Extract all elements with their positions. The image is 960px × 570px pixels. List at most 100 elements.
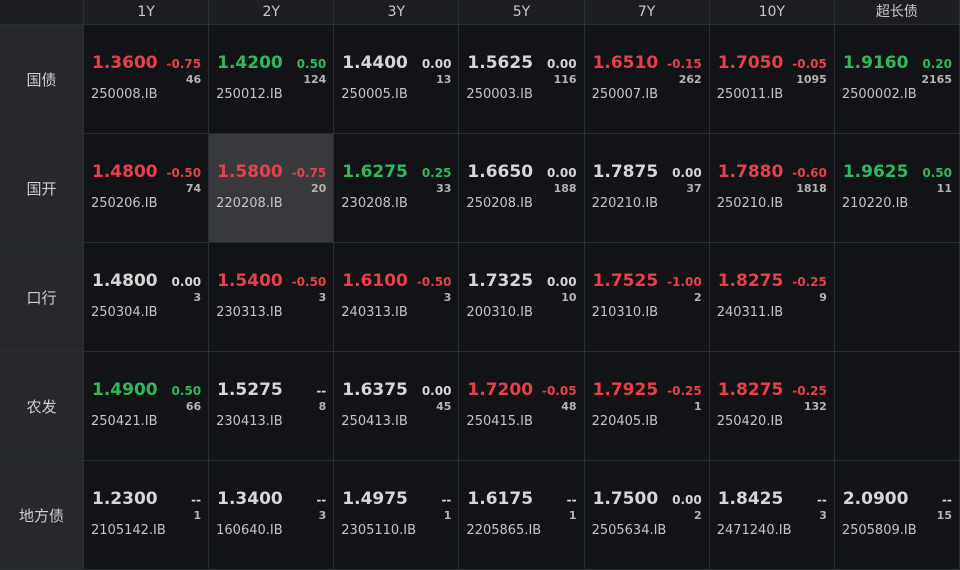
yield-price: 1.2300 xyxy=(92,489,158,509)
column-label: 10Y xyxy=(758,4,785,20)
quote-cell[interactable]: 1.7525 -1.00 2 210310.IB xyxy=(584,243,710,352)
yield-price: 1.4800 xyxy=(92,271,158,291)
quote-cell[interactable]: 1.7325 0.00 10 200310.IB xyxy=(459,243,585,352)
yield-change: -0.50 xyxy=(291,275,327,289)
bond-code: 250003.IB xyxy=(466,87,533,102)
bond-code: 2505809.IB xyxy=(841,523,917,538)
yield-change: -- xyxy=(441,493,452,507)
bond-code: 2305110.IB xyxy=(341,523,417,538)
yield-change: -- xyxy=(816,493,827,507)
yield-price: 1.5275 xyxy=(217,380,283,400)
yield-price: 1.8425 xyxy=(717,489,784,509)
yield-price: 1.4800 xyxy=(92,162,158,182)
trade-volume: 132 xyxy=(803,400,827,413)
column-header: 超长债 xyxy=(834,0,960,25)
bond-code: 250415.IB xyxy=(466,414,533,429)
yield-change: 0.00 xyxy=(421,384,452,398)
bond-code: 250005.IB xyxy=(341,87,408,102)
quote-cell[interactable]: 1.3400 -- 3 160640.IB xyxy=(209,461,335,570)
quote-cell[interactable]: 1.7200 -0.05 48 250415.IB xyxy=(459,352,585,461)
yield-change: -0.05 xyxy=(792,57,827,71)
quote-cell[interactable]: 1.8275 -0.25 132 250420.IB xyxy=(709,352,835,461)
yield-change: -0.50 xyxy=(416,275,452,289)
quote-cell[interactable]: 1.7050 -0.05 1095 250011.IB xyxy=(709,25,835,134)
bond-code: 2505634.IB xyxy=(591,523,667,538)
yield-change: 0.00 xyxy=(421,57,452,71)
quote-cell[interactable]: 1.6100 -0.50 3 240313.IB xyxy=(334,243,460,352)
quote-cell[interactable]: 1.4400 0.00 13 250005.IB xyxy=(334,25,460,134)
quote-cell[interactable]: 2.0900 -- 15 2505809.IB xyxy=(834,461,960,570)
column-header: 7Y xyxy=(584,0,710,25)
yield-price: 2.0900 xyxy=(842,489,909,509)
quote-cell[interactable]: 1.8425 -- 3 2471240.IB xyxy=(709,461,835,570)
yield-price: 1.7880 xyxy=(717,162,784,182)
quote-cell[interactable]: 1.4200 0.50 124 250012.IB xyxy=(209,25,335,134)
bond-code: 2205865.IB xyxy=(466,523,542,538)
quote-cell[interactable]: 1.5275 -- 8 230413.IB xyxy=(209,352,335,461)
trade-volume: 2165 xyxy=(921,73,952,86)
yield-price: 1.3600 xyxy=(92,53,158,73)
quote-cell[interactable]: 1.6375 0.00 45 250413.IB xyxy=(334,352,460,461)
yield-price: 1.6510 xyxy=(592,53,659,73)
quote-cell[interactable]: 1.5800 -0.75 20 220208.IB xyxy=(209,134,335,243)
trade-volume: 116 xyxy=(553,73,577,86)
quote-cell[interactable]: 1.6275 0.25 33 230208.IB xyxy=(334,134,460,243)
trade-volume: 74 xyxy=(185,182,202,195)
trade-volume: 2 xyxy=(694,509,702,522)
bond-code: 250420.IB xyxy=(716,414,784,429)
yield-change: -- xyxy=(191,493,202,507)
quote-cell[interactable]: 1.7500 0.00 2 2505634.IB xyxy=(584,461,710,570)
trade-volume: 33 xyxy=(436,182,452,195)
trade-volume: 3 xyxy=(318,291,327,304)
bond-code: 200310.IB xyxy=(466,305,533,320)
trade-volume: 11 xyxy=(936,182,952,195)
yield-price: 1.6650 xyxy=(467,162,534,182)
yield-change: -0.50 xyxy=(166,166,202,180)
quote-cell[interactable]: 1.7880 -0.60 1818 250210.IB xyxy=(709,134,835,243)
quote-cell[interactable]: 1.4800 -0.50 74 250206.IB xyxy=(84,134,210,243)
yield-change: 0.00 xyxy=(546,166,577,180)
quote-cell[interactable]: 1.4975 -- 1 2305110.IB xyxy=(334,461,460,570)
quote-cell[interactable]: 1.4800 0.00 3 250304.IB xyxy=(84,243,210,352)
row-header: 地方债 xyxy=(0,461,84,570)
trade-volume: 3 xyxy=(193,291,202,304)
quote-cell[interactable]: 1.5625 0.00 116 250003.IB xyxy=(459,25,585,134)
quote-cell[interactable]: 1.6510 -0.15 262 250007.IB xyxy=(584,25,710,134)
quote-cell[interactable]: 1.6175 -- 1 2205865.IB xyxy=(459,461,585,570)
bond-code: 230313.IB xyxy=(216,305,283,320)
trade-volume: 13 xyxy=(436,73,452,86)
trade-volume: 1 xyxy=(568,509,577,522)
row-label: 农发 xyxy=(26,397,57,416)
bond-code: 250304.IB xyxy=(91,305,158,320)
quote-cell[interactable]: 1.7875 0.00 37 220210.IB xyxy=(584,134,710,243)
column-label: 超长债 xyxy=(875,4,918,20)
yield-price: 1.4400 xyxy=(342,53,408,73)
quote-cell[interactable]: 1.2300 -- 1 2105142.IB xyxy=(84,461,210,570)
quote-cell[interactable]: 1.3600 -0.75 46 250008.IB xyxy=(84,25,210,134)
yield-price: 1.5625 xyxy=(467,53,534,73)
yield-price: 1.4900 xyxy=(92,380,158,400)
bond-code: 250206.IB xyxy=(91,196,158,211)
quote-cell[interactable]: 1.9160 0.20 2165 2500002.IB xyxy=(834,25,960,134)
quote-cell[interactable]: 1.8275 -0.25 9 240311.IB xyxy=(709,243,835,352)
bond-code: 2500002.IB xyxy=(841,87,917,102)
column-header: 5Y xyxy=(459,0,585,25)
trade-volume: 3 xyxy=(819,509,827,522)
bond-code: 230208.IB xyxy=(341,196,408,211)
yield-change: 0.00 xyxy=(672,493,702,507)
trade-volume: 10 xyxy=(561,291,577,304)
quote-cell xyxy=(834,243,960,352)
yield-change: -0.05 xyxy=(541,384,577,398)
quote-cell[interactable]: 1.6650 0.00 188 250208.IB xyxy=(459,134,585,243)
trade-volume: 45 xyxy=(436,400,452,413)
trade-volume: 20 xyxy=(310,182,327,195)
yield-change: -- xyxy=(942,493,952,507)
yield-change: -0.25 xyxy=(792,384,827,398)
quote-cell[interactable]: 1.7925 -0.25 1 220405.IB xyxy=(584,352,710,461)
row-header: 农发 xyxy=(0,352,84,461)
quote-cell[interactable]: 1.5400 -0.50 3 230313.IB xyxy=(209,243,335,352)
trade-volume: 1 xyxy=(193,509,202,522)
quote-cell[interactable]: 1.4900 0.50 66 250421.IB xyxy=(84,352,210,461)
quote-cell[interactable]: 1.9625 0.50 11 210220.IB xyxy=(834,134,960,243)
